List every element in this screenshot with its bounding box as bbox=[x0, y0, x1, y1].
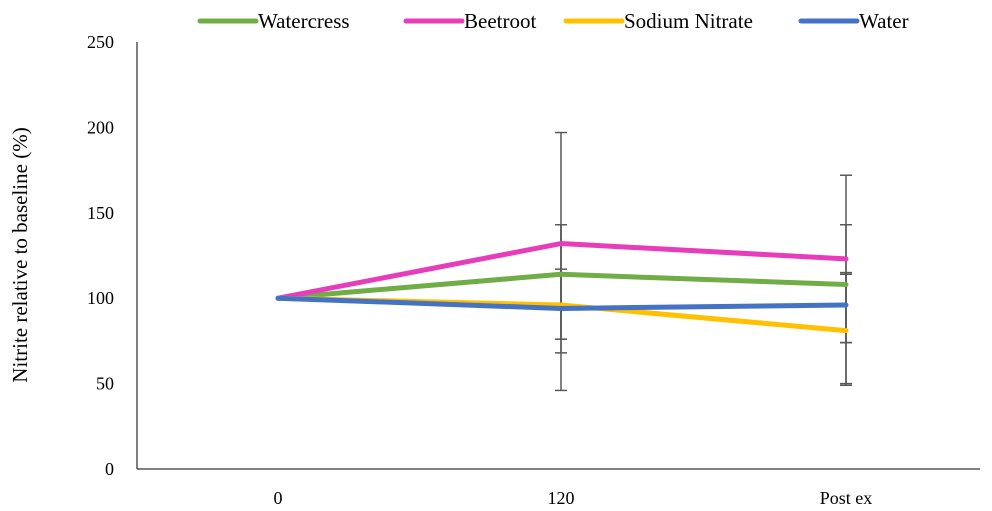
x-tick-label-2: 120 bbox=[548, 488, 575, 508]
legend-item-beetroot: Beetroot bbox=[403, 9, 536, 33]
y-tick-label-200: 200 bbox=[87, 117, 114, 137]
y-tick-label-100: 100 bbox=[87, 288, 114, 308]
x-tick-labels: 0 120 Post ex bbox=[274, 488, 873, 508]
legend-item-water: Water bbox=[798, 9, 909, 33]
x-tick-label-3: Post ex bbox=[820, 488, 873, 508]
series-line-watercress bbox=[275, 271, 849, 301]
y-tick-label-250: 250 bbox=[87, 32, 114, 52]
series-lines bbox=[275, 241, 849, 334]
y-tick-label-0: 0 bbox=[105, 459, 114, 479]
y-tick-labels: 0 50 100 150 200 250 bbox=[87, 32, 114, 479]
y-tick-label-50: 50 bbox=[96, 374, 114, 394]
legend: Watercress Beetroot Sodium Nitrate Water bbox=[197, 9, 909, 33]
legend-label-water: Water bbox=[859, 9, 909, 33]
y-tick-label-150: 150 bbox=[87, 203, 114, 223]
legend-label-sodium-nitrate: Sodium Nitrate bbox=[624, 9, 753, 33]
x-tick-label-1: 0 bbox=[274, 488, 283, 508]
y-axis-title: Nitrite relative to baseline (%) bbox=[8, 127, 32, 382]
legend-label-watercress: Watercress bbox=[258, 9, 350, 33]
error-bars bbox=[555, 131, 852, 392]
series-line-beetroot bbox=[275, 241, 849, 301]
series-line-water bbox=[275, 295, 849, 311]
legend-item-sodium-nitrate: Sodium Nitrate bbox=[563, 9, 753, 33]
legend-item-watercress: Watercress bbox=[197, 9, 350, 33]
legend-label-beetroot: Beetroot bbox=[464, 9, 536, 33]
